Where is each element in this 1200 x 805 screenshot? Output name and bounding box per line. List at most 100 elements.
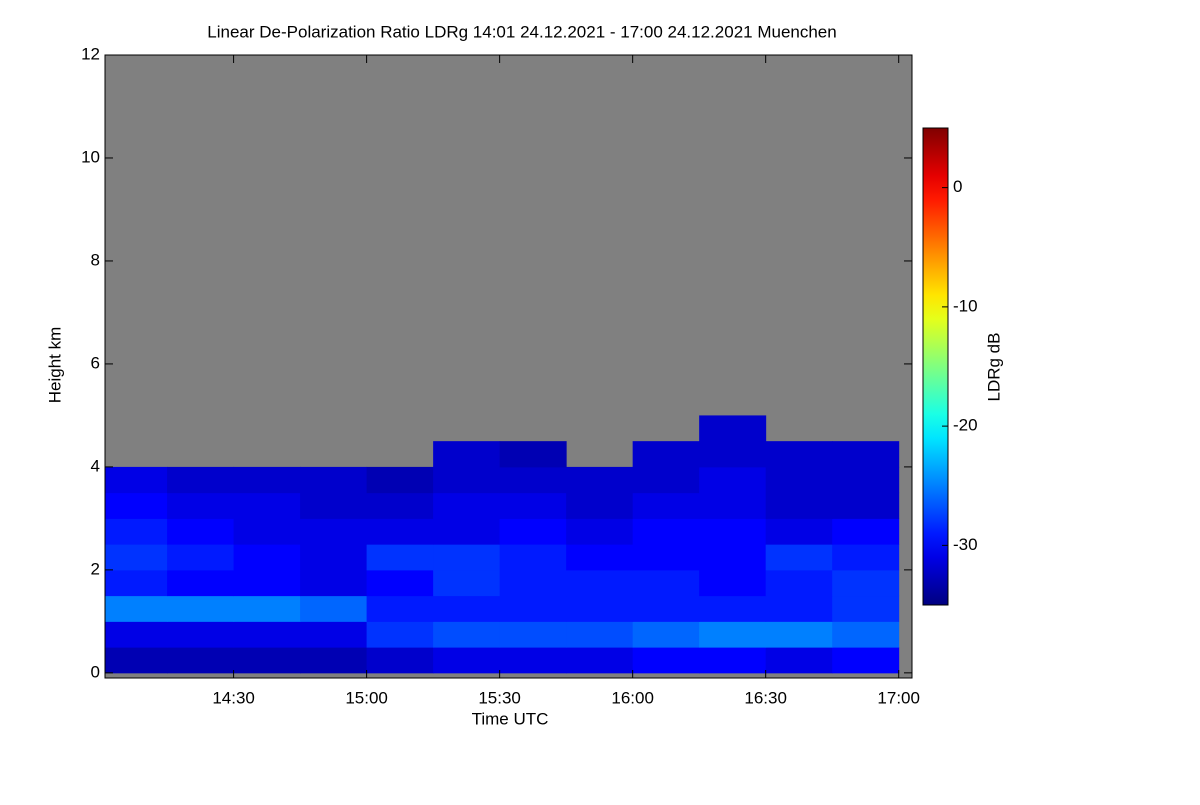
heatmap-cell [632, 595, 700, 622]
heatmap-cell [300, 544, 368, 571]
heatmap-cell [765, 595, 833, 622]
heatmap-cell [632, 544, 700, 571]
heatmap-cell [433, 466, 501, 494]
heatmap-cell [765, 621, 833, 648]
heatmap-cell [765, 647, 833, 674]
heatmap-cell [105, 492, 168, 519]
heatmap-cell [233, 569, 301, 597]
heatmap-cell [366, 569, 434, 597]
heatmap-cell [765, 544, 833, 571]
heatmap-cell [300, 466, 368, 494]
heatmap-cell [566, 518, 634, 545]
heatmap-cell [499, 647, 567, 674]
heatmap-cell [105, 518, 168, 545]
y-tick-label: 8 [91, 250, 100, 269]
heatmap-cell [832, 595, 900, 622]
heatmap-cell [167, 518, 235, 545]
heatmap-cell [832, 569, 900, 597]
heatmap-cell [499, 466, 567, 494]
heatmap-cell [699, 518, 767, 545]
heatmap-cell [832, 621, 900, 648]
heatmap [105, 415, 900, 674]
heatmap-cell [167, 647, 235, 674]
x-tick-label: 14:30 [212, 688, 255, 707]
heatmap-cell [765, 569, 833, 597]
y-tick-label: 10 [81, 147, 100, 166]
heatmap-cell [499, 595, 567, 622]
heatmap-cell [105, 569, 168, 597]
heatmap-cell [566, 569, 634, 597]
heatmap-cell [832, 647, 900, 674]
heatmap-cell [105, 466, 168, 494]
heatmap-cell [699, 466, 767, 494]
heatmap-cell [566, 544, 634, 571]
heatmap-cell [167, 492, 235, 519]
heatmap-cell [632, 647, 700, 674]
y-tick-label: 0 [91, 662, 100, 681]
heatmap-cell [105, 544, 168, 571]
heatmap-cell [765, 466, 833, 494]
heatmap-cell [832, 466, 900, 494]
x-tick-label: 16:00 [611, 688, 654, 707]
heatmap-cell [566, 492, 634, 519]
x-tick-label: 17:00 [877, 688, 920, 707]
heatmap-cell [167, 544, 235, 571]
heatmap-cell [499, 569, 567, 597]
heatmap-cell [105, 647, 168, 674]
heatmap-cell [300, 569, 368, 597]
y-tick-label: 2 [91, 559, 100, 578]
heatmap-cell [233, 492, 301, 519]
heatmap-cell [233, 595, 301, 622]
heatmap-cell [366, 466, 434, 494]
chart-title: Linear De-Polarization Ratio LDRg 14:01 … [207, 22, 836, 41]
heatmap-cell [433, 647, 501, 674]
heatmap-cell [566, 466, 634, 494]
heatmap-cell [433, 441, 501, 468]
heatmap-cell [366, 518, 434, 545]
heatmap-cell [233, 518, 301, 545]
heatmap-cell [699, 415, 767, 442]
heatmap-cell [832, 518, 900, 545]
heatmap-cell [699, 544, 767, 571]
heatmap-cell [300, 621, 368, 648]
x-tick-label: 15:00 [345, 688, 388, 707]
heatmap-cell [433, 492, 501, 519]
heatmap-cell [832, 544, 900, 571]
y-tick-label: 6 [91, 353, 100, 372]
heatmap-cell [765, 441, 833, 468]
heatmap-cell [699, 441, 767, 468]
heatmap-cell [366, 621, 434, 648]
heatmap-cell [632, 492, 700, 519]
y-axis-label: Height km [45, 327, 64, 404]
heatmap-cell [433, 569, 501, 597]
heatmap-cell [832, 441, 900, 468]
y-tick-label: 12 [81, 44, 100, 63]
heatmap-cell [167, 569, 235, 597]
heatmap-cell [632, 621, 700, 648]
heatmap-cell [366, 595, 434, 622]
colorbar-tick-label: -20 [953, 416, 978, 435]
heatmap-cell [765, 492, 833, 519]
heatmap-cell [233, 544, 301, 571]
heatmap-cell [699, 595, 767, 622]
heatmap-cell [499, 441, 567, 468]
colorbar-tick-label: 0 [953, 177, 962, 196]
plot-frame [104, 54, 913, 679]
heatmap-cell [433, 595, 501, 622]
heatmap-cell [433, 544, 501, 571]
colorbar-tick-label: -30 [953, 535, 978, 554]
heatmap-cell [233, 466, 301, 494]
heatmap-cell [632, 441, 700, 468]
heatmap-cell [167, 595, 235, 622]
heatmap-cell [566, 595, 634, 622]
heatmap-cell [233, 621, 301, 648]
heatmap-cell [105, 621, 168, 648]
heatmap-cell [366, 492, 434, 519]
heatmap-cell [366, 647, 434, 674]
colorbar-label: LDRg dB [984, 333, 1003, 402]
colorbar-tick-label: -10 [953, 296, 978, 315]
heatmap-cell [499, 621, 567, 648]
heatmap-cell [499, 518, 567, 545]
y-tick-label: 4 [91, 456, 100, 475]
heatmap-cell [300, 518, 368, 545]
